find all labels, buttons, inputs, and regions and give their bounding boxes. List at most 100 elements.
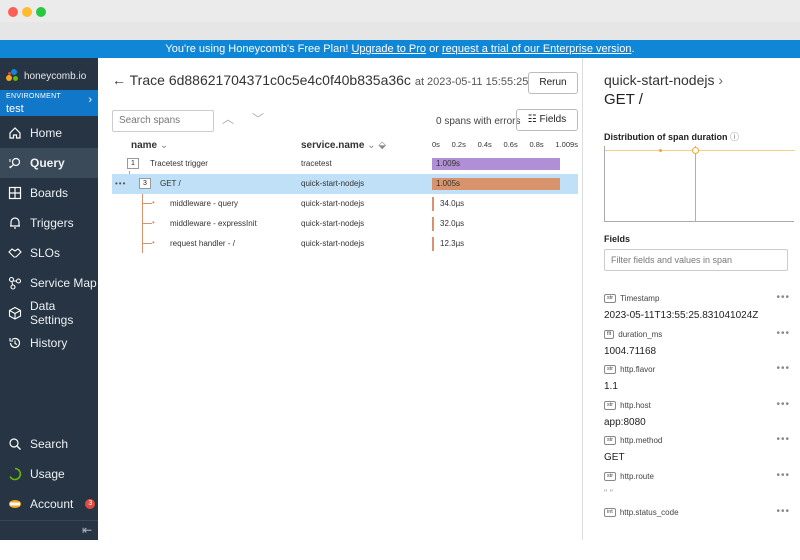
selected-span-dot [692, 147, 699, 154]
honeycomb-logo[interactable]: honeycomb.io [6, 68, 86, 84]
span-child-count[interactable]: 3 [139, 178, 151, 189]
span-row[interactable]: 1 Tracetest trigger tracetest 1.009s [112, 154, 578, 174]
sidebar-item-history[interactable]: History [0, 328, 98, 358]
column-header-service-label: service.name [301, 140, 365, 151]
chevron-down-icon[interactable]: ﹀ [252, 112, 283, 126]
field-name: http.flavor [620, 365, 656, 374]
trace-timestamp: at 2023-05-11 15:55:25 [414, 76, 529, 88]
span-dot-icon: • [152, 218, 155, 227]
field-type-badge: str [604, 401, 617, 410]
collapse-sidebar-button[interactable]: ⇤ [0, 520, 98, 540]
column-header-name[interactable]: name ⌄ [131, 140, 168, 151]
column-header-service[interactable]: service.name ⌄ ⬙ [301, 140, 386, 151]
more-options-icon[interactable]: ••• [776, 470, 790, 481]
panel-divider[interactable] [582, 58, 583, 540]
tree-line [142, 243, 152, 244]
span-duration: 1.005s [436, 179, 461, 188]
field-value: 1004.71168 [604, 346, 657, 357]
chevron-down-icon: ⌄ [159, 140, 169, 151]
minimize-window-button[interactable] [22, 7, 32, 17]
span-row-selected[interactable]: ••• 3 GET / quick-start-nodejs 1.005s [112, 174, 578, 194]
field-entry[interactable]: str http.method GET ••• [604, 434, 794, 463]
back-arrow-icon[interactable]: ← [112, 72, 126, 88]
field-entry[interactable]: str http.flavor 1.1 ••• [604, 363, 794, 392]
field-key: int http.status_code [604, 508, 794, 517]
tick-label: 0.2s [451, 140, 466, 149]
span-row[interactable]: • middleware - query quick-start-nodejs … [112, 194, 578, 214]
sort-icon[interactable]: ⬙ [378, 140, 387, 151]
maximize-window-button[interactable] [36, 7, 46, 17]
chevron-up-icon[interactable]: ︿ [222, 112, 253, 126]
field-entry[interactable]: flt duration_ms 1004.71168 ••• [604, 328, 794, 357]
field-entry[interactable]: str Timestamp 2023-05-11T13:55:25.8310410… [604, 292, 794, 321]
field-key: flt duration_ms [604, 330, 794, 339]
field-value: " " [604, 488, 613, 498]
fields-button[interactable]: ☷ Fields [516, 109, 578, 131]
field-value: GET [604, 452, 625, 463]
sidebar-item-label: SLOs [30, 246, 61, 260]
distribution-line [605, 150, 795, 151]
filter-fields-input[interactable]: Filter fields and values in span [604, 249, 788, 271]
sidebar-item-slos[interactable]: SLOs [0, 238, 98, 268]
distribution-title: Distribution of span duration ⓘ [604, 130, 739, 143]
sidebar-item-data-settings[interactable]: Data Settings [0, 298, 98, 328]
span-row[interactable]: • request handler - / quick-start-nodejs… [112, 234, 578, 254]
honeycomb-logo-icon [6, 69, 20, 83]
trace-view: ← Trace 6d88621704371c0c5e4c0f40b835a36c… [98, 58, 582, 540]
more-options-icon[interactable]: ••• [776, 399, 790, 410]
logo-text: honeycomb.io [24, 70, 87, 82]
sidebar-item-usage[interactable]: Usage [0, 459, 98, 489]
sidebar-item-label: Usage [30, 467, 65, 481]
sidebar-item-home[interactable]: Home [0, 118, 98, 148]
close-window-button[interactable] [8, 7, 18, 17]
sidebar-item-search[interactable]: Search [0, 429, 98, 459]
span-duration: 34.0µs [440, 199, 465, 208]
more-options-icon[interactable]: ••• [776, 328, 790, 339]
span-name: middleware - expressInit [170, 219, 257, 228]
sidebar-item-query[interactable]: Query [0, 148, 98, 178]
span-name: Tracetest trigger [150, 159, 208, 168]
sidebar-item-boards[interactable]: Boards [0, 178, 98, 208]
more-options-icon[interactable]: ••• [776, 292, 790, 303]
sidebar-item-account[interactable]: Account 3 [0, 489, 98, 519]
fields-button-label: Fields [539, 114, 567, 125]
span-child-count[interactable]: 1 [127, 158, 139, 169]
field-entry[interactable]: int http.status_code ••• [604, 506, 794, 524]
banner-text-mid: or [426, 43, 442, 55]
more-options-icon[interactable]: ••• [776, 363, 790, 374]
sidebar: honeycomb.io ENVIRONMENT test › Home Que… [0, 58, 98, 540]
trace-id: 6d88621704371c0c5e4c0f40b835a36c [168, 72, 411, 88]
field-entry[interactable]: str http.route " " ••• [604, 470, 794, 498]
environment-selector[interactable]: ENVIRONMENT test › [0, 90, 98, 116]
fields-title: Fields [604, 234, 631, 244]
sidebar-item-label: Account [30, 497, 74, 511]
sidebar-item-triggers[interactable]: Triggers [0, 208, 98, 238]
usage-icon [9, 467, 22, 481]
sidebar-item-service-map[interactable]: Service Map [0, 268, 98, 298]
field-value: 1.1 [604, 381, 618, 392]
more-options-icon[interactable]: ••• [115, 179, 127, 188]
field-key: str http.host [604, 401, 794, 410]
span-details-panel: quick-start-nodejs › GET / Distribution … [583, 58, 800, 540]
span-duration-bar: 1.005s [432, 178, 560, 190]
field-name: http.route [620, 472, 654, 481]
more-options-icon[interactable]: ••• [776, 506, 790, 517]
field-key: str http.flavor [604, 365, 794, 374]
field-entry[interactable]: str http.host app:8080 ••• [604, 399, 794, 428]
enterprise-trial-link[interactable]: request a trial of our Enterprise versio… [441, 43, 632, 55]
selected-span-marker [695, 146, 696, 222]
tick-label: 1.009s [555, 140, 578, 149]
span-service-title[interactable]: quick-start-nodejs › [604, 72, 723, 88]
upgrade-link[interactable]: Upgrade to Pro [351, 43, 427, 55]
span-name: middleware - query [170, 199, 239, 208]
span-operation-title: GET / [604, 91, 643, 108]
rerun-button[interactable]: Rerun [528, 72, 578, 94]
search-spans-input[interactable]: Search spans [112, 110, 214, 132]
help-icon[interactable]: ⓘ [730, 132, 740, 142]
bell-icon [10, 217, 20, 229]
sidebar-item-label: Home [30, 126, 63, 140]
span-row[interactable]: • middleware - expressInit quick-start-n… [112, 214, 578, 234]
trace-title: ← Trace 6d88621704371c0c5e4c0f40b835a36c… [112, 72, 528, 88]
more-options-icon[interactable]: ••• [776, 434, 790, 445]
field-type-badge: str [604, 365, 617, 374]
